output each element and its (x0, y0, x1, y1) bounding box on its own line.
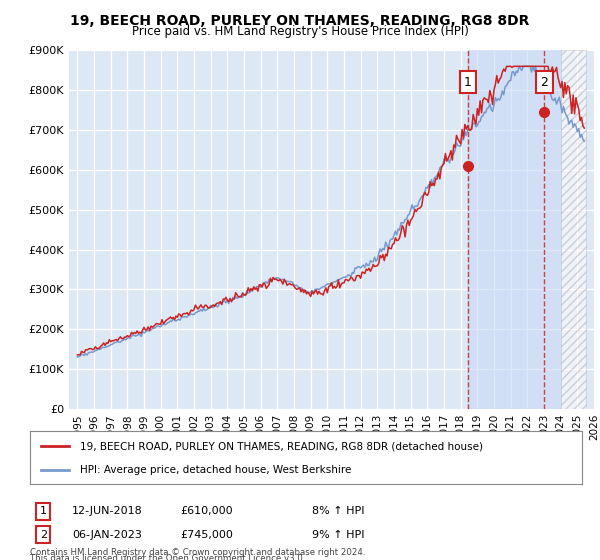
Text: 06-JAN-2023: 06-JAN-2023 (72, 530, 142, 540)
Text: 8% ↑ HPI: 8% ↑ HPI (312, 506, 365, 516)
Bar (468, 50, 560, 409)
Text: This data is licensed under the Open Government Licence v3.0.: This data is licensed under the Open Gov… (30, 554, 305, 560)
Text: 19, BEECH ROAD, PURLEY ON THAMES, READING, RG8 8DR: 19, BEECH ROAD, PURLEY ON THAMES, READIN… (70, 14, 530, 28)
Text: 1: 1 (40, 506, 47, 516)
Text: 2: 2 (40, 530, 47, 540)
Text: 12-JUN-2018: 12-JUN-2018 (72, 506, 143, 516)
Text: 1: 1 (464, 76, 472, 88)
Text: £610,000: £610,000 (180, 506, 233, 516)
Text: Price paid vs. HM Land Registry's House Price Index (HPI): Price paid vs. HM Land Registry's House … (131, 25, 469, 38)
Text: Contains HM Land Registry data © Crown copyright and database right 2024.: Contains HM Land Registry data © Crown c… (30, 548, 365, 557)
Text: HPI: Average price, detached house, West Berkshire: HPI: Average price, detached house, West… (80, 464, 351, 474)
Bar (560, 50, 586, 409)
Text: 9% ↑ HPI: 9% ↑ HPI (312, 530, 365, 540)
Text: £745,000: £745,000 (180, 530, 233, 540)
Text: 19, BEECH ROAD, PURLEY ON THAMES, READING, RG8 8DR (detached house): 19, BEECH ROAD, PURLEY ON THAMES, READIN… (80, 441, 482, 451)
Text: 2: 2 (541, 76, 548, 88)
